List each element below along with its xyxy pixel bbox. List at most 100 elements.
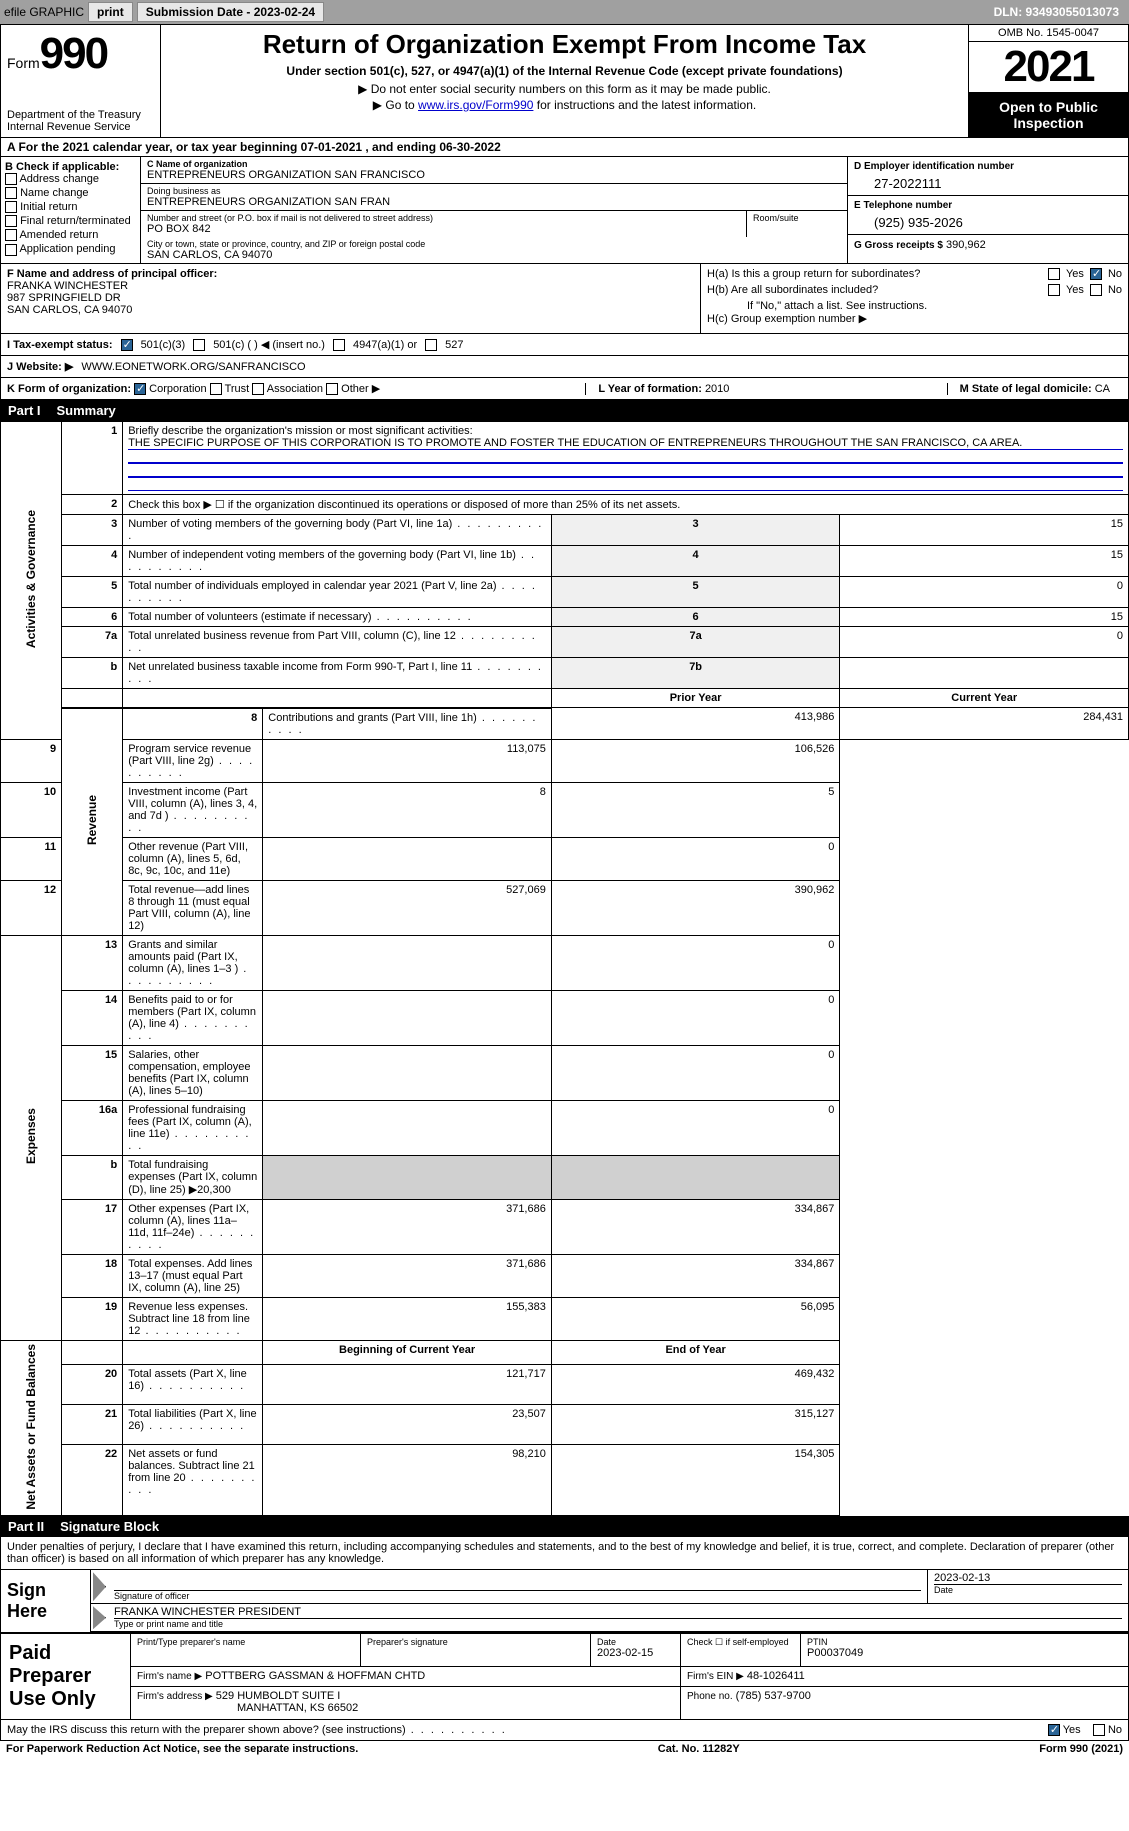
- cb-amended[interactable]: [5, 229, 17, 241]
- dba-value: ENTREPRENEURS ORGANIZATION SAN FRAN: [147, 196, 841, 208]
- dln-label: DLN: 93493055013073: [994, 5, 1125, 19]
- summary-row: 16aProfessional fundraising fees (Part I…: [1, 1100, 1129, 1155]
- by-header: Beginning of Current Year: [263, 1340, 552, 1365]
- cb-527[interactable]: [425, 339, 437, 351]
- m-label: M State of legal domicile:: [960, 383, 1092, 395]
- py-header: Prior Year: [551, 689, 840, 708]
- sig-date: 2023-02-13: [934, 1572, 1122, 1584]
- firm-phone-label: Phone no.: [687, 1691, 733, 1702]
- prep-date: 2023-02-15: [597, 1647, 674, 1659]
- principal-officer: F Name and address of principal officer:…: [1, 264, 701, 333]
- dept-label: Department of the Treasury: [7, 109, 154, 121]
- summary-row: 4Number of independent voting members of…: [1, 546, 1129, 577]
- cb-name-change[interactable]: [5, 187, 17, 199]
- cb-assoc[interactable]: [252, 383, 264, 395]
- print-button[interactable]: print: [88, 2, 133, 22]
- part2-header: Part II Signature Block: [0, 1516, 1129, 1537]
- pra-notice: For Paperwork Reduction Act Notice, see …: [6, 1743, 358, 1755]
- firm-addr2: MANHATTAN, KS 66502: [137, 1702, 674, 1714]
- cb-ha-yes[interactable]: [1048, 268, 1060, 280]
- form-subtitle: Under section 501(c), 527, or 4947(a)(1)…: [169, 64, 960, 78]
- website-value: WWW.EONETWORK.ORG/SANFRANCISCO: [81, 361, 305, 373]
- prep-date-label: Date: [597, 1637, 674, 1647]
- type-print-label: Type or print name and title: [114, 1618, 1122, 1629]
- k-label: K Form of organization:: [7, 383, 131, 395]
- org-name-label: C Name of organization: [147, 159, 841, 169]
- cb-corp[interactable]: [134, 383, 146, 395]
- omb-number: OMB No. 1545-0047: [969, 25, 1128, 42]
- cb-hb-yes[interactable]: [1048, 284, 1060, 296]
- tax-label: I Tax-exempt status:: [7, 339, 113, 351]
- city-value: SAN CARLOS, CA 94070: [147, 249, 841, 261]
- city-label: City or town, state or province, country…: [147, 239, 841, 249]
- summary-row: 17Other expenses (Part IX, column (A), l…: [1, 1199, 1129, 1254]
- cb-trust[interactable]: [210, 383, 222, 395]
- cb-initial-return[interactable]: [5, 201, 17, 213]
- form-title: Return of Organization Exempt From Incom…: [169, 29, 960, 60]
- ptin-value: P00037049: [807, 1647, 1122, 1659]
- summary-row: 6Total number of volunteers (estimate if…: [1, 608, 1129, 627]
- arrow-icon: [93, 1572, 106, 1601]
- website-row: J Website: ▶ WWW.EONETWORK.ORG/SANFRANCI…: [0, 356, 1129, 378]
- note-ssn: ▶ Do not enter social security numbers o…: [169, 82, 960, 96]
- submission-date: Submission Date - 2023-02-24: [137, 2, 324, 22]
- cat-no: Cat. No. 11282Y: [658, 1743, 740, 1755]
- cb-ha-no[interactable]: [1090, 268, 1102, 280]
- firm-ein-label: Firm's EIN ▶: [687, 1671, 744, 1682]
- self-employed-label: Check ☐ if self-employed: [681, 1634, 801, 1667]
- row-klm: K Form of organization: Corporation Trus…: [0, 378, 1129, 400]
- cb-discuss-yes[interactable]: [1048, 1724, 1060, 1736]
- cb-501c3[interactable]: [121, 339, 133, 351]
- form-ref: Form 990 (2021): [1039, 1743, 1123, 1755]
- arrow-icon: [93, 1606, 106, 1629]
- cb-other[interactable]: [326, 383, 338, 395]
- line-a: A For the 2021 calendar year, or tax yea…: [0, 138, 1129, 157]
- cb-4947[interactable]: [333, 339, 345, 351]
- firm-addr1: 529 HUMBOLDT SUITE I: [216, 1690, 341, 1702]
- officer-label: F Name and address of principal officer:: [7, 268, 694, 280]
- cb-501c[interactable]: [193, 339, 205, 351]
- paid-preparer-label: Paid Preparer Use Only: [1, 1634, 131, 1720]
- cb-discuss-no[interactable]: [1093, 1724, 1105, 1736]
- vtab-na: Net Assets or Fund Balances: [1, 1340, 62, 1516]
- officer-city: SAN CARLOS, CA 94070: [7, 304, 694, 316]
- ptin-label: PTIN: [807, 1637, 1122, 1647]
- summary-row: 22Net assets or fund balances. Subtract …: [1, 1445, 1129, 1516]
- summary-table: Activities & Governance 1 Briefly descri…: [0, 421, 1129, 1516]
- room-label: Room/suite: [753, 213, 841, 223]
- phone-value: (925) 935-2026: [854, 211, 1122, 230]
- signature-block: Under penalties of perjury, I declare th…: [0, 1537, 1129, 1633]
- tax-year: 2021: [969, 42, 1128, 93]
- summary-row: 18Total expenses. Add lines 13–17 (must …: [1, 1254, 1129, 1297]
- col-b-title: B Check if applicable:: [5, 161, 136, 173]
- hc-text: H(c) Group exemption number ▶: [707, 312, 1122, 325]
- note-link: ▶ Go to www.irs.gov/Form990 for instruct…: [169, 98, 960, 112]
- col-b-checkboxes: B Check if applicable: Address change Na…: [1, 157, 141, 263]
- col-d-info: D Employer identification number 27-2022…: [848, 157, 1128, 263]
- part1-header: Part I Summary: [0, 400, 1129, 421]
- efile-label: efile GRAPHIC: [4, 5, 84, 19]
- street-label: Number and street (or P.O. box if mail i…: [147, 213, 740, 223]
- vtab-exp: Expenses: [1, 935, 62, 1340]
- cb-hb-no[interactable]: [1090, 284, 1102, 296]
- vtab-ag: Activities & Governance: [1, 422, 62, 740]
- group-return: H(a) Is this a group return for subordin…: [701, 264, 1128, 333]
- street-value: PO BOX 842: [147, 223, 740, 235]
- cb-address-change[interactable]: [5, 173, 17, 185]
- sig-declaration: Under penalties of perjury, I declare th…: [1, 1537, 1128, 1570]
- irs-link[interactable]: www.irs.gov/Form990: [418, 98, 533, 112]
- summary-row: 9Program service revenue (Part VIII, lin…: [1, 739, 1129, 782]
- part1-title: Summary: [57, 403, 116, 418]
- vtab-rev: Revenue: [62, 708, 123, 936]
- ein-label: D Employer identification number: [854, 161, 1122, 172]
- firm-phone: (785) 537-9700: [736, 1690, 811, 1702]
- cb-final-return[interactable]: [5, 215, 17, 227]
- cb-application[interactable]: [5, 244, 17, 256]
- phone-label: E Telephone number: [854, 200, 1122, 211]
- m-value: CA: [1095, 383, 1110, 395]
- top-toolbar: efile GRAPHIC print Submission Date - 20…: [0, 0, 1129, 24]
- gross-label: G Gross receipts $: [854, 240, 943, 251]
- summary-row: 19Revenue less expenses. Subtract line 1…: [1, 1297, 1129, 1340]
- dba-label: Doing business as: [147, 186, 841, 196]
- gross-value: 390,962: [946, 239, 986, 251]
